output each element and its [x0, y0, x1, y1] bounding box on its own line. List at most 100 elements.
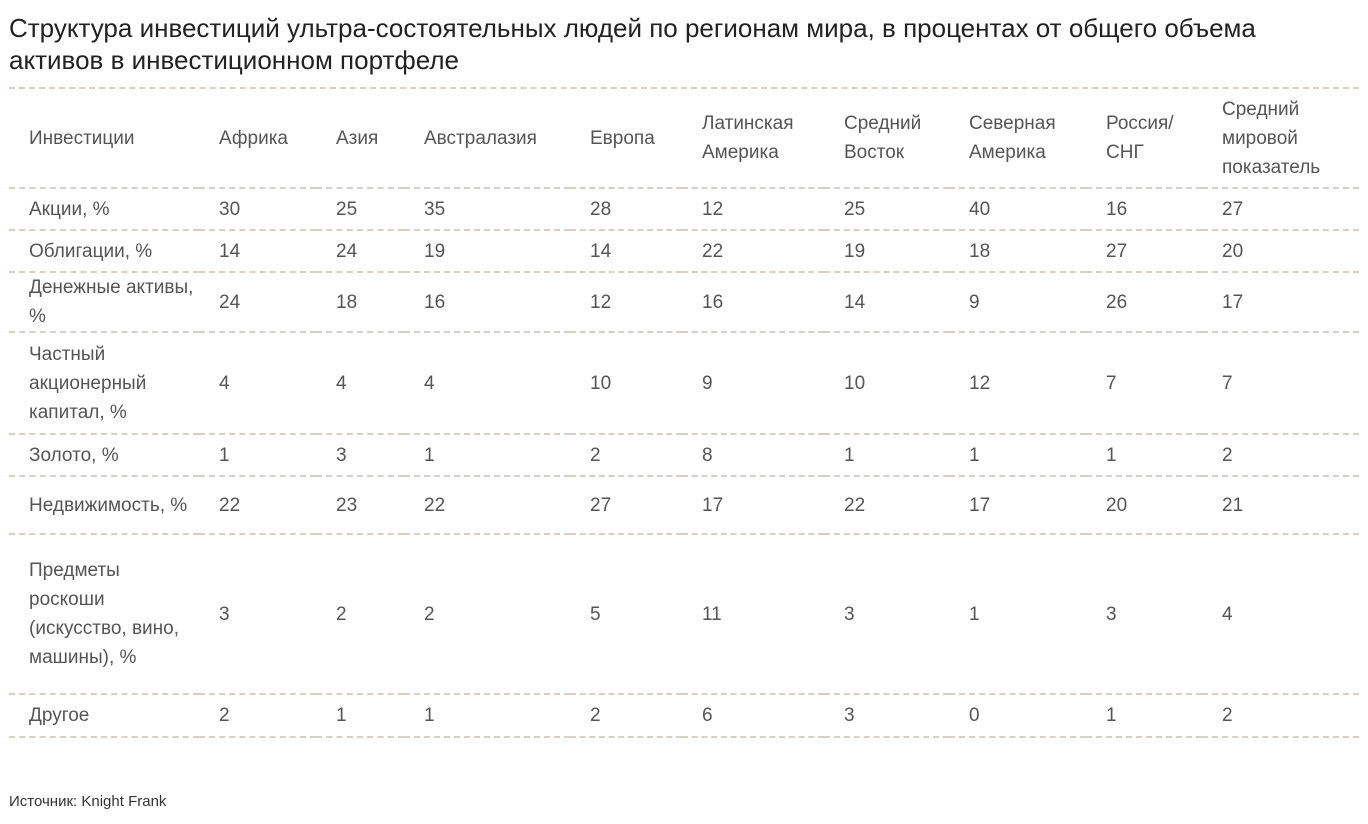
table-cell: 22: [404, 476, 570, 535]
table-cell: 1: [824, 434, 949, 477]
column-header-russia-cis: Россия/ СНГ: [1086, 89, 1202, 189]
table-cell: 4: [199, 332, 316, 435]
column-header-asia: Азия: [316, 89, 404, 189]
table-cell: 16: [404, 272, 570, 333]
row-label: Облигации, %: [9, 230, 199, 273]
table-cell: 17: [682, 476, 824, 535]
table-cell: 12: [570, 272, 682, 333]
investment-structure-table: Инвестиции Африка Азия Австралазия Европ…: [9, 89, 1359, 738]
table-cell: 2: [199, 694, 316, 738]
row-label: Частный акционерный капитал, %: [9, 332, 199, 435]
column-header-africa: Африка: [199, 89, 316, 189]
table-cell: 1: [949, 534, 1086, 695]
table-cell: 9: [682, 332, 824, 435]
table-row: Акции, % 30 25 35 28 12 25 40 16 27: [9, 188, 1359, 231]
table-cell: 18: [949, 230, 1086, 273]
table-cell: 10: [570, 332, 682, 435]
column-header-australasia: Австралазия: [404, 89, 570, 189]
table-cell: 17: [949, 476, 1086, 535]
table-cell: 2: [316, 534, 404, 695]
table-cell: 3: [199, 534, 316, 695]
table-cell: 14: [824, 272, 949, 333]
table-cell: 24: [199, 272, 316, 333]
table-cell: 21: [1202, 476, 1359, 535]
table-cell: 4: [404, 332, 570, 435]
table-cell: 20: [1086, 476, 1202, 535]
table-cell: 7: [1086, 332, 1202, 435]
title-divider: [9, 87, 1359, 89]
table-cell: 24: [316, 230, 404, 273]
table-cell: 25: [316, 188, 404, 231]
table-cell: 0: [949, 694, 1086, 738]
page-title: Структура инвестиций ультра-состоятельны…: [9, 13, 1256, 75]
table-cell: 35: [404, 188, 570, 231]
source-note: Источник: Knight Frank: [9, 793, 167, 810]
table-cell: 19: [404, 230, 570, 273]
table-cell: 1: [1086, 434, 1202, 477]
table-cell: 3: [316, 434, 404, 477]
table-row: Золото, % 1 3 1 2 8 1 1 1 2: [9, 434, 1359, 477]
table-cell: 1: [949, 434, 1086, 477]
row-label: Другое: [9, 694, 199, 738]
table-cell: 14: [570, 230, 682, 273]
column-header-europe: Европа: [570, 89, 682, 189]
table-cell: 16: [1086, 188, 1202, 231]
table-header-row: Инвестиции Африка Азия Австралазия Европ…: [9, 89, 1359, 189]
table-cell: 3: [824, 534, 949, 695]
table-cell: 1: [404, 694, 570, 738]
column-header-north-america: Северная Америка: [949, 89, 1086, 189]
table-cell: 20: [1202, 230, 1359, 273]
table-cell: 2: [570, 434, 682, 477]
table-cell: 3: [824, 694, 949, 738]
table-row: Недвижимость, % 22 23 22 27 17 22 17 20 21: [9, 476, 1359, 535]
table-row: Частный акционерный капитал, % 4 4 4 10 9 10 12…: [9, 332, 1359, 435]
table-cell: 1: [1086, 694, 1202, 738]
table-cell: 6: [682, 694, 824, 738]
table-cell: 12: [682, 188, 824, 231]
column-header-world-average: Средний мировой показатель: [1202, 89, 1359, 189]
table-cell: 23: [316, 476, 404, 535]
table-cell: 19: [824, 230, 949, 273]
row-label: Акции, %: [9, 188, 199, 231]
row-label: Денежные активы, %: [9, 272, 199, 333]
table-row: Денежные активы, % 24 18 16 12 16 14 9 26 17: [9, 272, 1359, 333]
table-cell: 22: [199, 476, 316, 535]
table-cell: 28: [570, 188, 682, 231]
table-cell: 22: [824, 476, 949, 535]
table-cell: 10: [824, 332, 949, 435]
table-cell: 1: [404, 434, 570, 477]
table-cell: 2: [404, 534, 570, 695]
table-cell: 27: [1202, 188, 1359, 231]
table-cell: 4: [316, 332, 404, 435]
column-header-middle-east: Средний Восток: [824, 89, 949, 189]
table-cell: 7: [1202, 332, 1359, 435]
table-row: Другое 2 1 1 2 6 3 0 1 2: [9, 694, 1359, 738]
table-cell: 1: [316, 694, 404, 738]
table-cell: 12: [949, 332, 1086, 435]
table-cell: 5: [570, 534, 682, 695]
row-label: Недвижимость, %: [9, 476, 199, 535]
table-cell: 18: [316, 272, 404, 333]
table-cell: 27: [570, 476, 682, 535]
table-row: Облигации, % 14 24 19 14 22 19 18 27 20: [9, 230, 1359, 273]
table-cell: 2: [570, 694, 682, 738]
table-row: Предметы роскоши (искусство, вино, машин…: [9, 534, 1359, 695]
table-cell: 27: [1086, 230, 1202, 273]
table-cell: 1: [199, 434, 316, 477]
table-cell: 30: [199, 188, 316, 231]
table-cell: 14: [199, 230, 316, 273]
table-cell: 25: [824, 188, 949, 231]
table-cell: 4: [1202, 534, 1359, 695]
table-cell: 11: [682, 534, 824, 695]
row-label: Золото, %: [9, 434, 199, 477]
table-cell: 40: [949, 188, 1086, 231]
table-cell: 26: [1086, 272, 1202, 333]
table-cell: 3: [1086, 534, 1202, 695]
column-header-investments: Инвестиции: [9, 89, 199, 189]
row-label: Предметы роскоши (искусство, вино, машин…: [9, 534, 199, 695]
table-cell: 9: [949, 272, 1086, 333]
table-cell: 8: [682, 434, 824, 477]
table-cell: 16: [682, 272, 824, 333]
column-header-latin-america: Латинская Америка: [682, 89, 824, 189]
table-cell: 17: [1202, 272, 1359, 333]
